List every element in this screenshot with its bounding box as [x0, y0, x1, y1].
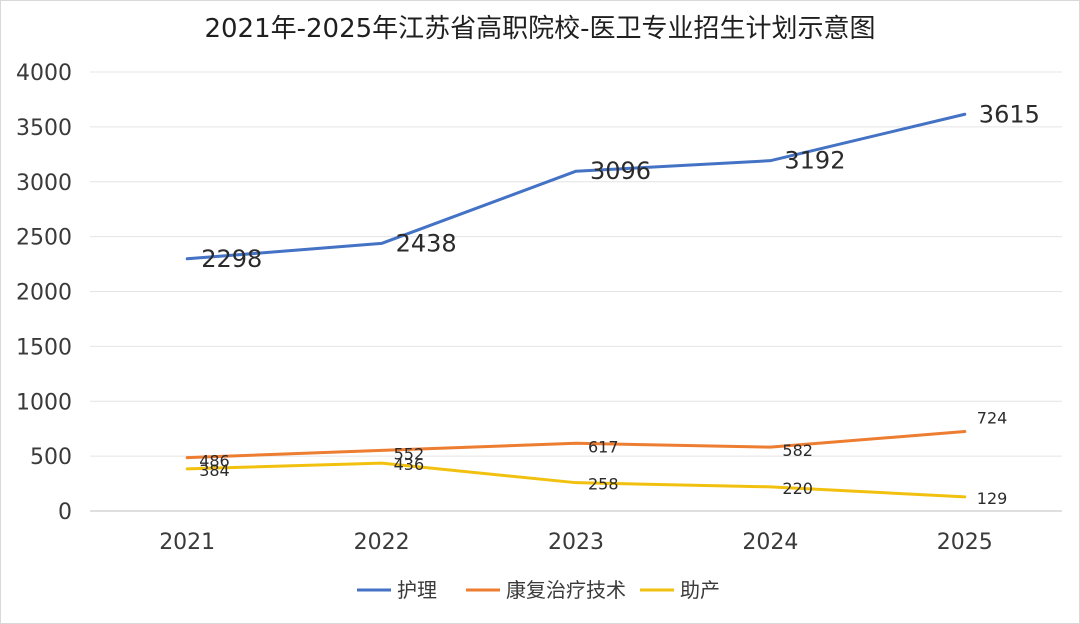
data-label: 258 [588, 475, 619, 494]
y-tick-label: 0 [58, 500, 72, 525]
y-tick-label: 3000 [16, 171, 72, 196]
data-label: 552 [394, 444, 425, 463]
x-tick-label: 2021 [159, 530, 215, 555]
series-line-1 [185, 430, 967, 460]
y-tick-label: 500 [30, 445, 72, 470]
data-label: 582 [782, 441, 813, 460]
data-label: 3096 [590, 157, 651, 185]
y-tick-label: 4000 [16, 61, 72, 86]
data-label: 3615 [979, 100, 1040, 128]
legend-label: 康复治疗技术 [506, 578, 626, 602]
legend-label: 助产 [680, 578, 720, 602]
data-label: 220 [782, 479, 813, 498]
data-labels: 2298 2438 3096 3192 3615 486 552 617 582 724 384 43… [199, 100, 1040, 508]
x-tick-label: 2022 [354, 530, 410, 555]
chart-title: 2021年-2025年江苏省高职院校-医卫专业招生计划示意图 [204, 14, 875, 44]
y-tick-label: 1000 [16, 390, 72, 415]
grid-lines [90, 71, 1062, 512]
data-label: 436 [394, 455, 425, 474]
data-label: 3192 [784, 147, 845, 175]
legend-label: 护理 [397, 578, 437, 602]
y-tick-label: 2500 [16, 226, 72, 251]
data-label: 617 [588, 437, 619, 456]
y-tick-label: 1500 [16, 335, 72, 360]
y-axis-ticks: 0 500 1000 1500 2000 2500 3000 3500 4000 [16, 61, 72, 525]
x-tick-label: 2024 [742, 530, 798, 555]
series-lines [185, 112, 967, 499]
data-label: 724 [977, 409, 1008, 428]
data-label: 486 [199, 452, 230, 471]
data-label: 129 [977, 489, 1008, 508]
series-line-0 [185, 112, 967, 261]
x-tick-label: 2023 [548, 530, 604, 555]
legend: 护理 康复治疗技术 助产 [357, 578, 720, 602]
x-tick-label: 2025 [937, 530, 993, 555]
x-axis-ticks: 2021 2022 2023 2024 2025 [159, 530, 993, 555]
data-label: 2298 [201, 245, 262, 273]
series-line-2 [185, 461, 967, 499]
y-tick-label: 3500 [16, 116, 72, 141]
y-tick-label: 2000 [16, 281, 72, 306]
data-label: 2438 [396, 229, 457, 257]
data-label: 384 [199, 461, 230, 480]
